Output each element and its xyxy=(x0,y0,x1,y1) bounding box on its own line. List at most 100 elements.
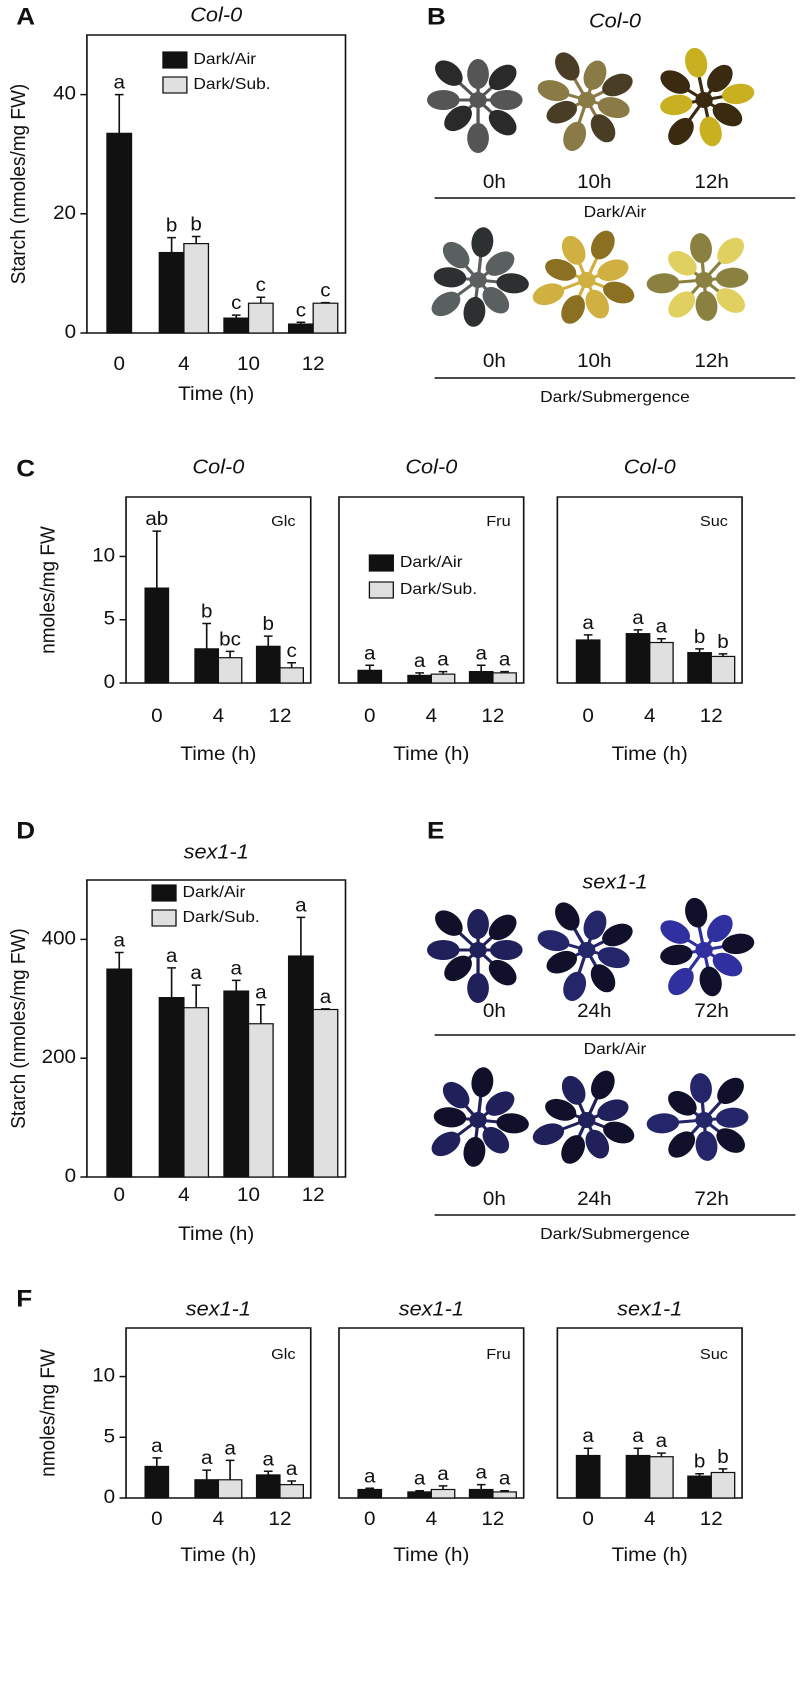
leaf xyxy=(488,914,517,941)
x-tick-label: 0 xyxy=(364,706,375,727)
leaf xyxy=(488,64,517,91)
leaf xyxy=(555,902,580,931)
error-bar xyxy=(657,637,666,643)
bar xyxy=(357,1488,383,1499)
rosette-center xyxy=(695,92,713,108)
bar xyxy=(217,657,243,684)
leaf xyxy=(590,114,616,143)
significance-letter: a xyxy=(114,930,126,951)
bar xyxy=(183,1007,210,1178)
leaf xyxy=(585,1129,610,1159)
error-bar xyxy=(114,951,124,970)
y-tick-label: 200 xyxy=(42,1047,76,1068)
significance-letter: c xyxy=(296,300,306,321)
leaf xyxy=(603,281,635,304)
bar xyxy=(217,1479,243,1499)
significance-letter: c xyxy=(286,640,296,661)
leaf xyxy=(431,291,461,317)
significance-letter: b xyxy=(263,614,274,635)
x-axis-label: Time (h) xyxy=(180,744,256,765)
leaf xyxy=(433,1107,467,1128)
leaf xyxy=(471,227,494,258)
significance-letter: a xyxy=(166,946,178,967)
x-tick-label: 12 xyxy=(700,1509,723,1530)
leaf xyxy=(444,955,472,982)
y-tick-label: 400 xyxy=(42,928,76,949)
legend-swatch xyxy=(151,909,177,927)
chart-title: sex1-1 xyxy=(399,1298,464,1320)
leaf xyxy=(707,64,733,93)
error-bar xyxy=(191,235,201,244)
leaf xyxy=(433,267,467,288)
significance-letter: a xyxy=(582,1426,594,1447)
bar xyxy=(649,641,674,684)
leaf xyxy=(561,235,586,265)
rosette-center xyxy=(695,272,713,288)
leaf xyxy=(426,90,460,110)
chart-title: sex1-1 xyxy=(617,1298,682,1320)
x-tick-label: 12 xyxy=(268,1509,291,1530)
time-label: 72h xyxy=(694,1001,728,1022)
error-bar xyxy=(718,1468,728,1473)
significance-letter: bc xyxy=(219,629,241,650)
bar xyxy=(287,955,314,1178)
condition-label: Dark/Air xyxy=(584,1040,647,1058)
significance-letter: a xyxy=(231,958,243,979)
leaf xyxy=(532,283,565,306)
legend-label: Dark/Sub. xyxy=(183,908,260,926)
leaf xyxy=(597,259,629,282)
x-tick-label: 4 xyxy=(178,354,189,375)
panel-label: E xyxy=(427,817,444,844)
rosette-photo xyxy=(537,902,633,1001)
leaf xyxy=(660,920,691,944)
error-bar xyxy=(500,670,509,673)
error-bar xyxy=(476,664,486,672)
leaf xyxy=(715,267,749,288)
bar xyxy=(144,1465,170,1499)
condition-label: Dark/Submergence xyxy=(540,1225,690,1243)
annotation: Suc xyxy=(700,514,728,530)
x-axis-label: Time (h) xyxy=(178,1224,254,1245)
leaf xyxy=(722,933,755,955)
bar xyxy=(158,251,185,334)
error-bar xyxy=(263,1470,273,1475)
bar xyxy=(575,1454,601,1499)
leaf xyxy=(603,1121,635,1144)
leaf xyxy=(545,1098,577,1121)
plot-frame xyxy=(86,879,347,1178)
condition-label: Dark/Submergence xyxy=(540,388,690,406)
leaf xyxy=(690,233,712,264)
leaf xyxy=(496,273,529,294)
leaf xyxy=(467,123,489,153)
bar xyxy=(183,243,210,334)
error-bar xyxy=(225,1459,235,1480)
legend-swatch xyxy=(368,554,394,572)
rosette-photo xyxy=(426,909,523,1003)
leaf xyxy=(496,1113,529,1134)
leaf xyxy=(463,1136,486,1167)
leaf xyxy=(699,966,722,997)
error-bar xyxy=(167,967,176,998)
error-bar xyxy=(583,634,593,640)
leaf xyxy=(435,910,463,936)
leaf xyxy=(488,109,517,136)
y-tick-label: 0 xyxy=(65,1166,76,1187)
annotation: Glc xyxy=(271,514,296,530)
legend-swatch xyxy=(162,51,188,69)
bar xyxy=(223,990,250,1178)
leaf xyxy=(668,1090,697,1116)
error-bar xyxy=(287,662,296,668)
leaf xyxy=(597,1099,629,1122)
bar xyxy=(649,1456,674,1499)
bar xyxy=(687,1475,712,1499)
y-axis-label: nmoles/mg FW xyxy=(37,526,60,654)
significance-letter: a xyxy=(414,1468,426,1489)
y-tick-label: 5 xyxy=(104,608,115,629)
legend-label: Dark/Air xyxy=(183,883,246,901)
x-tick-label: 4 xyxy=(213,706,224,727)
leaf xyxy=(716,288,745,313)
chart-title: sex1-1 xyxy=(186,1298,251,1320)
photo-title: Col-0 xyxy=(589,10,641,32)
error-bar xyxy=(438,1485,448,1490)
